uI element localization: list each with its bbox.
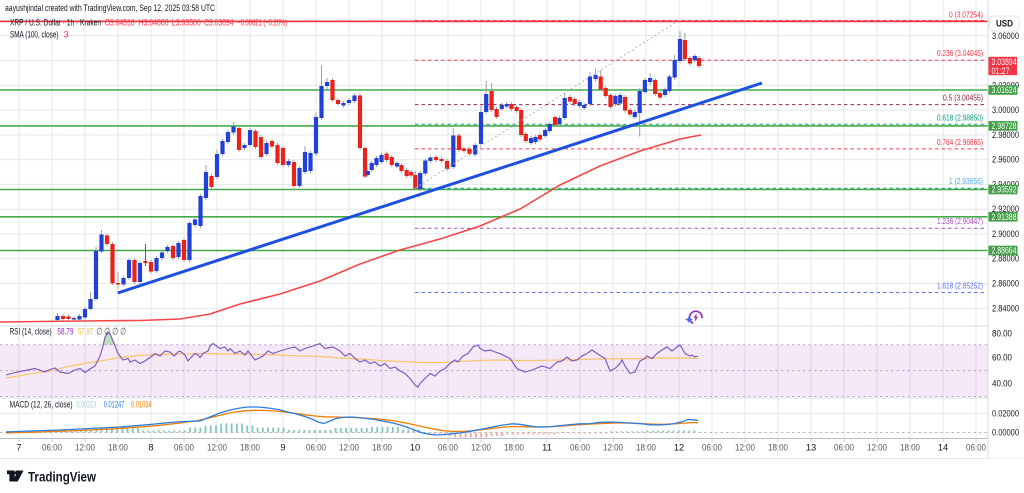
svg-text:8: 8 [148, 443, 153, 453]
svg-text:SMA (100, close): SMA (100, close) [10, 30, 59, 40]
svg-text:58.79: 58.79 [57, 327, 73, 337]
svg-text:18:00: 18:00 [504, 443, 524, 453]
svg-text:3.00000: 3.00000 [992, 105, 1019, 115]
svg-text:12:00: 12:00 [867, 443, 887, 453]
svg-text:60.00: 60.00 [992, 353, 1012, 363]
svg-text:18:00: 18:00 [108, 443, 128, 453]
svg-text:2.94000: 2.94000 [992, 179, 1019, 189]
svg-text:∅ ∅ ∅ ∅: ∅ ∅ ∅ ∅ [96, 327, 126, 337]
svg-text:MACD (12, 26, close): MACD (12, 26, close) [10, 400, 73, 410]
svg-text:3: 3 [64, 30, 69, 40]
svg-text:O3.04516: O3.04516 [105, 18, 135, 28]
svg-text:06:00: 06:00 [174, 443, 194, 453]
svg-text:0.5 (3.00455): 0.5 (3.00455) [943, 93, 983, 103]
svg-text:13: 13 [806, 443, 816, 453]
svg-text:L3.03500: L3.03500 [172, 18, 201, 28]
svg-text:12:00: 12:00 [471, 443, 491, 453]
svg-text:−0.00621 (−0.20%): −0.00621 (−0.20%) [237, 18, 287, 28]
svg-text:0.236 (3.04045): 0.236 (3.04045) [937, 48, 983, 58]
svg-text:18:00: 18:00 [240, 443, 260, 453]
svg-text:12:00: 12:00 [603, 443, 623, 453]
svg-text:2.90000: 2.90000 [992, 229, 1019, 239]
svg-text:2.98000: 2.98000 [992, 130, 1019, 140]
svg-text:2.98728: 2.98728 [992, 121, 1017, 131]
svg-text:TradingView: TradingView [28, 470, 96, 485]
svg-text:11: 11 [542, 443, 552, 453]
svg-text:06:00: 06:00 [834, 443, 854, 453]
svg-text:2.96000: 2.96000 [992, 155, 1019, 165]
svg-text:2.91388: 2.91388 [992, 212, 1017, 222]
svg-text:18:00: 18:00 [636, 443, 656, 453]
svg-text:aayushjindal created with Trad: aayushjindal created with TradingView.co… [5, 3, 215, 13]
svg-text:0.00000: 0.00000 [992, 428, 1019, 438]
svg-text:12:00: 12:00 [339, 443, 359, 453]
svg-text:80.00: 80.00 [992, 329, 1012, 339]
svg-text:12:00: 12:00 [207, 443, 227, 453]
svg-text:2.84000: 2.84000 [992, 303, 1019, 313]
svg-text:01:27: 01:27 [992, 66, 1010, 76]
svg-text:06:00: 06:00 [438, 443, 458, 453]
svg-text:H3.04888: H3.04888 [139, 18, 169, 28]
svg-text:3.01624: 3.01624 [992, 85, 1017, 95]
svg-text:C3.03894: C3.03894 [204, 18, 234, 28]
svg-text:1.236 (2.90447): 1.236 (2.90447) [937, 216, 983, 226]
svg-text:7: 7 [16, 443, 21, 453]
svg-text:9: 9 [280, 443, 285, 453]
svg-text:0.00213: 0.00213 [77, 400, 97, 410]
svg-text:2.92000: 2.92000 [992, 204, 1019, 214]
svg-text:RSI (14, close): RSI (14, close) [10, 327, 52, 337]
svg-text:2.88000: 2.88000 [992, 254, 1019, 264]
svg-text:06:00: 06:00 [306, 443, 326, 453]
svg-text:3.06000: 3.06000 [992, 31, 1019, 41]
svg-text:0.02000: 0.02000 [992, 408, 1019, 418]
svg-text:2.88664: 2.88664 [992, 245, 1017, 255]
svg-text:18:00: 18:00 [900, 443, 920, 453]
svg-text:0.01034: 0.01034 [131, 400, 152, 410]
svg-text:14: 14 [938, 443, 948, 453]
svg-text:0.764 (2.96865): 0.764 (2.96865) [937, 137, 983, 147]
svg-text:1.618 (2.85252): 1.618 (2.85252) [937, 281, 983, 291]
svg-text:57.87: 57.87 [78, 327, 94, 337]
svg-text:3.03894: 3.03894 [992, 57, 1017, 67]
svg-text:06:00: 06:00 [702, 443, 722, 453]
svg-text:12:00: 12:00 [75, 443, 95, 453]
svg-text:12: 12 [674, 443, 684, 453]
svg-text:40.00: 40.00 [992, 379, 1012, 389]
svg-text:10: 10 [410, 443, 420, 453]
svg-text:06:00: 06:00 [42, 443, 62, 453]
svg-text:18:00: 18:00 [768, 443, 788, 453]
svg-text:XRP / U.S. Dollar · 1h · Krake: XRP / U.S. Dollar · 1h · Kraken [10, 18, 101, 28]
svg-text:1 (2.93656): 1 (2.93656) [949, 176, 983, 186]
svg-text:2.93592: 2.93592 [992, 184, 1017, 194]
svg-text:2.86000: 2.86000 [992, 278, 1019, 288]
svg-text:0 (3.07254): 0 (3.07254) [949, 10, 983, 20]
svg-text:06:00: 06:00 [570, 443, 590, 453]
svg-text:0.01247: 0.01247 [104, 400, 125, 410]
svg-text:18:00: 18:00 [372, 443, 392, 453]
svg-text:12:00: 12:00 [735, 443, 755, 453]
svg-text:0.618 (2.98850): 0.618 (2.98850) [937, 112, 983, 122]
svg-text:USD: USD [996, 19, 1013, 29]
svg-text:06:00: 06:00 [966, 443, 986, 453]
